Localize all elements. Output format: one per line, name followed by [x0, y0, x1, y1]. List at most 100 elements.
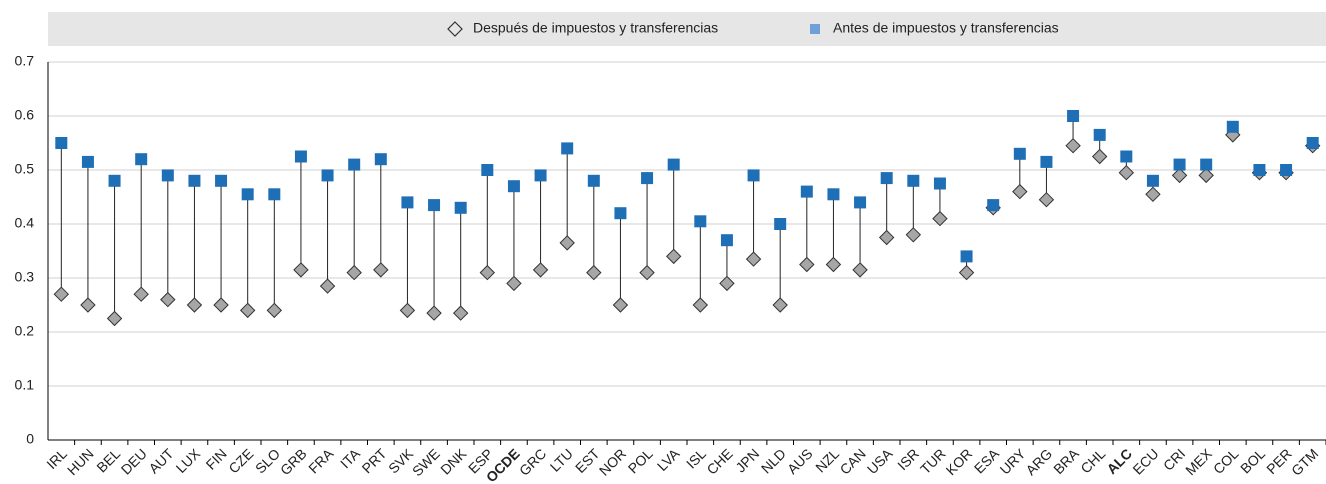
x-tick-label: SLO	[252, 445, 283, 476]
square-marker	[641, 172, 654, 185]
diamond-marker	[639, 264, 655, 281]
x-tick-label: ITA	[337, 445, 363, 471]
diamond-marker	[692, 297, 709, 313]
square-marker	[507, 180, 520, 193]
square-marker	[694, 215, 707, 228]
diamond-marker	[1145, 186, 1161, 203]
diamond-marker	[426, 305, 442, 321]
diamond-marker	[799, 256, 815, 273]
square-marker	[1253, 164, 1266, 176]
square-marker	[1067, 110, 1080, 122]
x-tick-label: USA	[864, 445, 896, 477]
legend-marker	[447, 21, 463, 37]
x-tick-label: BRA	[1050, 445, 1082, 477]
diamond-marker	[772, 297, 788, 313]
square-marker	[1146, 174, 1159, 187]
diamond-marker	[612, 297, 629, 313]
square-marker	[55, 137, 68, 149]
diamond-marker	[373, 262, 389, 278]
square-marker	[1093, 128, 1106, 141]
x-tick-label: FIN	[203, 445, 230, 472]
diamond-marker	[1012, 183, 1028, 200]
diamond-marker	[1171, 167, 1188, 184]
diamond-marker	[186, 297, 203, 313]
square-marker	[401, 196, 414, 209]
x-tick-label: ESA	[971, 445, 1003, 477]
x-tick-label: JPN	[732, 445, 762, 475]
x-tick-label: LVA	[654, 445, 683, 474]
y-tick-label: 0.6	[15, 107, 35, 123]
square-marker	[907, 174, 920, 187]
legend-background	[48, 12, 1326, 46]
square-marker	[587, 174, 600, 187]
x-tick-label: COL	[1210, 445, 1242, 477]
square-marker	[1040, 155, 1053, 168]
square-marker	[1013, 147, 1026, 160]
x-tick-label: GRB	[277, 445, 310, 478]
x-tick-label: CHL	[1077, 445, 1108, 476]
x-tick-label: SWE	[409, 445, 443, 479]
x-tick-label: TUR	[917, 445, 949, 477]
x-tick-label: MEX	[1182, 445, 1215, 478]
diamond-marker	[293, 262, 309, 278]
square-marker	[987, 199, 1000, 212]
square-marker	[108, 174, 121, 187]
diamond-marker	[506, 275, 522, 292]
square-marker	[268, 188, 281, 201]
square-marker	[161, 169, 174, 182]
x-tick-label: CZE	[225, 445, 256, 476]
square-marker	[374, 153, 387, 166]
square-marker	[933, 177, 946, 190]
x-tick-label: LUX	[173, 445, 204, 476]
y-tick-label: 0.1	[15, 377, 35, 393]
x-tick-label: CAN	[837, 445, 869, 477]
diamond-marker	[719, 275, 735, 292]
x-tick-label: DEU	[118, 445, 150, 477]
x-tick-label: HUN	[64, 445, 97, 478]
x-tick-label: NOR	[596, 445, 629, 478]
square-marker	[348, 158, 361, 171]
x-tick-label: PRT	[359, 445, 390, 476]
y-tick-label: 0.2	[15, 323, 35, 339]
square-marker	[1280, 164, 1293, 176]
diamond-marker	[825, 256, 842, 273]
diamond-marker	[745, 251, 762, 267]
square-marker	[667, 158, 680, 171]
square-marker	[614, 207, 627, 220]
diamond-marker	[958, 264, 975, 281]
y-tick-label: 0.4	[15, 215, 35, 231]
square-marker	[1173, 158, 1186, 171]
square-marker	[241, 188, 254, 201]
x-tick-label: BOL	[1237, 445, 1268, 476]
square-marker	[561, 142, 574, 155]
diamond-marker	[399, 302, 416, 319]
legend-marker	[810, 24, 820, 34]
square-marker	[1306, 137, 1319, 149]
diamond-marker	[1198, 167, 1214, 184]
diamond-marker	[346, 264, 362, 281]
square-marker	[294, 150, 307, 163]
diamond-marker	[1038, 191, 1055, 208]
square-marker	[960, 250, 973, 263]
square-marker	[135, 153, 148, 166]
square-marker	[1226, 120, 1239, 133]
x-tick-label: GRC	[516, 445, 549, 478]
y-tick-label: 0.5	[15, 161, 35, 177]
square-marker	[188, 174, 201, 187]
x-tick-label: AUT	[145, 445, 176, 476]
square-marker	[428, 199, 441, 212]
square-marker	[827, 188, 840, 201]
diamond-marker	[80, 297, 96, 313]
diamond-marker	[239, 302, 256, 319]
x-tick-label: KOR	[943, 445, 976, 478]
square-marker	[481, 164, 494, 176]
square-marker	[774, 218, 787, 230]
diamond-marker	[53, 286, 70, 302]
square-marker	[215, 174, 228, 187]
diamond-marker	[905, 227, 922, 243]
square-marker	[321, 169, 334, 182]
x-tick-label: ISR	[894, 445, 922, 473]
square-marker	[81, 155, 94, 168]
square-marker	[454, 201, 467, 214]
